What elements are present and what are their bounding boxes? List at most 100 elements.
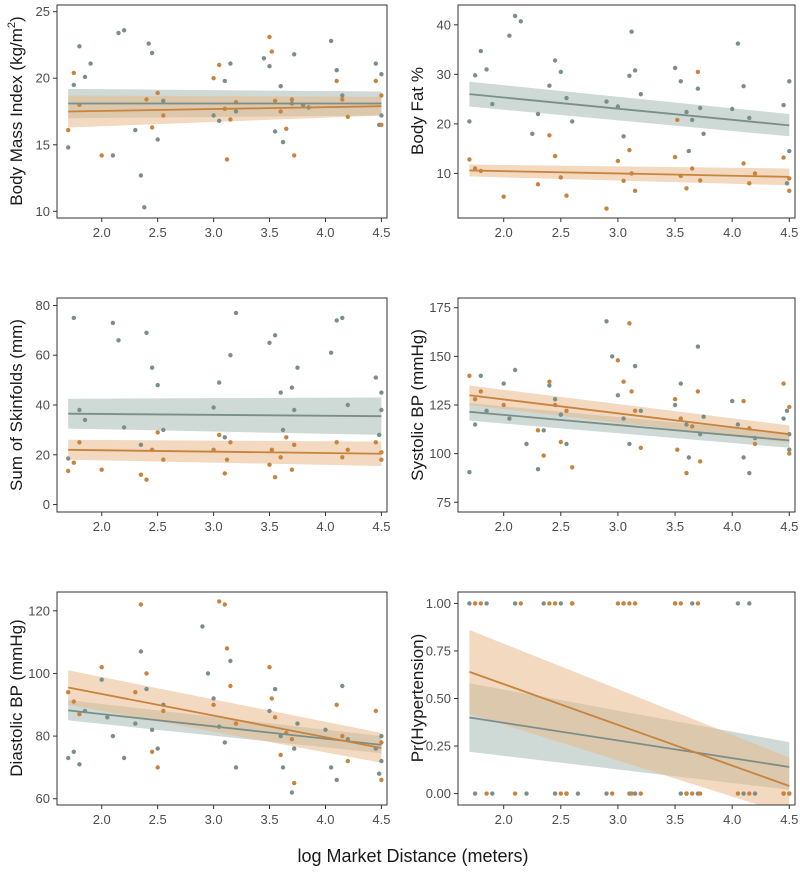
data-point-orange-bodyfat (741, 161, 746, 166)
data-point-orange-systolic (741, 398, 746, 404)
data-point-orange-hypertension (518, 601, 523, 606)
data-point-grey-bodyfat (695, 86, 701, 91)
data-point-grey-skinfolds (278, 390, 283, 395)
data-point-orange-systolic (678, 416, 683, 421)
data-point-grey-bodyfat (535, 111, 541, 117)
data-point-grey-bmi (77, 44, 82, 49)
panel-border-bmi (56, 4, 388, 219)
data-point-grey-bodyfat (518, 19, 523, 24)
data-point-orange-systolic (541, 453, 546, 458)
data-point-grey-skinfolds (161, 427, 166, 433)
data-point-grey-systolic (615, 393, 621, 398)
data-point-orange-diastolic (228, 683, 233, 689)
y-tick-label: 80 (36, 298, 50, 313)
data-point-grey-systolic (672, 402, 678, 408)
x-tick-label: 4.5 (372, 519, 390, 534)
data-point-orange-skinfolds (99, 467, 104, 472)
x-tick-label: 4.0 (316, 225, 334, 240)
plot-area-skinfolds (66, 310, 384, 482)
data-point-grey-systolic (524, 441, 529, 447)
x-tick-label: 4.0 (316, 519, 334, 534)
data-point-grey-diastolic (155, 746, 160, 751)
data-point-grey-bodyfat (615, 104, 621, 109)
x-tick-label: 3.0 (609, 812, 627, 827)
data-point-orange-bodyfat (684, 186, 689, 191)
x-tick-label: 2.5 (149, 225, 167, 240)
data-point-grey-systolic (507, 416, 512, 421)
data-point-grey-bmi (379, 113, 384, 118)
data-point-grey-diastolic (205, 671, 211, 676)
data-point-orange-bodyfat (698, 178, 703, 183)
data-point-grey-systolic (621, 416, 626, 421)
data-point-orange-systolic (558, 439, 563, 445)
data-point-orange-bmi (71, 70, 77, 76)
data-point-grey-hypertension (604, 791, 609, 796)
y-tick-label: 10 (437, 166, 451, 181)
data-point-orange-diastolic (269, 696, 274, 701)
x-tick-label: 2.0 (93, 225, 111, 240)
data-point-orange-systolic (787, 451, 792, 456)
data-point-grey-bmi (71, 82, 77, 88)
data-point-grey-hypertension (632, 791, 638, 796)
data-point-orange-bmi (278, 109, 283, 114)
data-point-orange-diastolic (224, 646, 230, 651)
x-tick-label: 2.0 (495, 225, 513, 240)
y-tick-label: 120 (28, 603, 50, 618)
superscript-2: 2 (6, 22, 18, 28)
x-tick-label: 4.0 (723, 519, 741, 534)
confidence-band-orange-bodyfat (469, 164, 790, 186)
data-point-orange-diastolic (99, 665, 104, 670)
data-point-orange-systolic (564, 408, 569, 413)
data-point-orange-systolic (787, 404, 792, 410)
data-point-grey-hypertension (752, 791, 758, 796)
data-point-orange-skinfolds (345, 447, 350, 452)
data-point-orange-diastolic (155, 765, 160, 770)
data-point-grey-bmi (228, 61, 233, 66)
data-point-orange-diastolic (345, 758, 350, 764)
data-point-orange-bmi (345, 114, 350, 120)
data-point-orange-systolic (501, 402, 506, 408)
data-point-orange-systolic (570, 465, 575, 470)
data-point-orange-diastolic (222, 602, 227, 607)
data-point-orange-bmi (99, 153, 104, 158)
data-point-grey-diastolic (379, 758, 384, 764)
data-point-grey-skinfolds (328, 350, 334, 355)
plot-area-bmi (66, 28, 384, 210)
regression-line-grey-diastolic (68, 709, 382, 746)
plot-area-hypertension (467, 601, 792, 805)
data-point-grey-bmi (133, 127, 138, 133)
y-axis-title-bmi: Body Mass Index (kg/m2) (6, 16, 26, 205)
data-point-orange-bodyfat (672, 154, 678, 160)
data-point-orange-hypertension (684, 791, 689, 796)
data-point-grey-bmi (292, 52, 297, 57)
data-point-grey-systolic (535, 467, 541, 472)
data-point-orange-hypertension (478, 601, 483, 606)
panel-border-diastolic (56, 591, 388, 806)
y-tick-label: 25 (36, 4, 50, 19)
data-point-orange-bmi (373, 78, 378, 84)
data-point-orange-skinfolds (224, 457, 230, 462)
data-point-orange-hypertension (735, 791, 741, 796)
data-point-grey-diastolic (377, 771, 382, 776)
data-point-orange-bodyfat (615, 158, 621, 164)
data-point-orange-skinfolds (334, 440, 339, 445)
data-point-grey-bmi (66, 145, 71, 150)
data-point-grey-diastolic (228, 658, 233, 664)
x-tick-label: 2.5 (149, 519, 167, 534)
data-point-orange-bmi (292, 153, 297, 158)
x-tick-label: 4.5 (780, 519, 798, 534)
data-point-grey-hypertension (741, 791, 746, 796)
data-point-grey-bodyfat (552, 58, 558, 63)
data-point-orange-skinfolds (373, 440, 378, 445)
x-tick-label: 4.0 (316, 812, 334, 827)
data-point-grey-skinfolds (222, 435, 227, 440)
y-tick-label: 30 (437, 67, 451, 82)
y-tick-label: 75 (437, 495, 451, 510)
data-point-grey-bodyfat (604, 99, 609, 104)
regression-line-grey-skinfolds (68, 412, 382, 418)
data-point-grey-systolic (484, 408, 489, 413)
data-point-orange-diastolic (267, 665, 272, 670)
data-point-orange-diastolic (292, 780, 297, 786)
data-point-orange-hypertension (747, 791, 752, 796)
data-point-grey-diastolic (278, 733, 283, 739)
